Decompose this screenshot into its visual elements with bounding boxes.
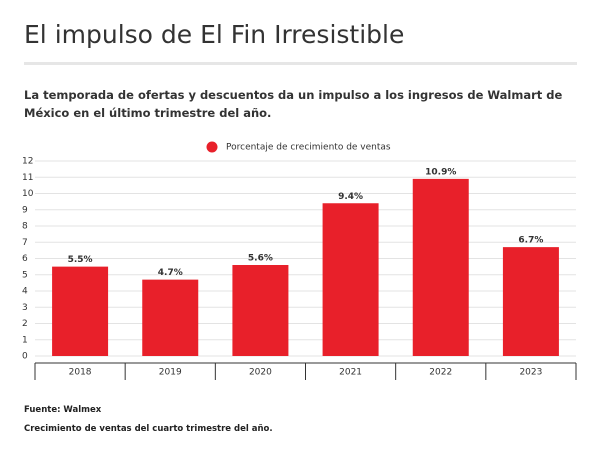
y-tick-label: 1 [22,335,28,345]
value-label: 5.5% [68,255,93,265]
bar [232,265,289,356]
y-tick-label: 2 [22,319,28,329]
bar [502,247,559,356]
x-tick-label: 2019 [159,368,182,378]
bar [322,203,379,356]
x-tick-label: 2023 [519,368,542,378]
chart-title: El impulso de El Fin Irresistible [24,20,405,49]
y-tick-label: 9 [22,205,28,215]
y-tick-label: 5 [22,270,28,280]
y-tick-label: 7 [22,238,28,248]
y-tick-label: 8 [22,222,28,232]
x-tick-label: 2020 [249,368,272,378]
y-tick-label: 11 [22,173,33,183]
y-tick-label: 10 [22,189,34,199]
source: Fuente: Walmex [24,405,102,415]
legend-marker [206,141,218,153]
title-rule [24,62,577,65]
note: Crecimiento de ventas del cuarto trimest… [24,424,273,434]
x-tick-label: 2018 [69,368,92,378]
y-tick-label: 0 [22,352,28,362]
value-label: 4.7% [158,268,183,278]
bar [52,266,109,356]
y-tick-label: 3 [22,303,28,313]
bar [142,279,199,356]
bar [412,178,469,356]
legend-label: Porcentaje de crecimiento de ventas [226,143,391,153]
x-tick-label: 2021 [339,368,362,378]
value-label: 10.9% [425,167,456,177]
y-tick-label: 4 [22,287,28,297]
y-tick-label: 12 [22,157,33,167]
chart-subtitle: La temporada de ofertas y descuentos da … [24,88,563,120]
value-label: 6.7% [518,236,543,246]
y-tick-label: 6 [22,254,28,264]
x-tick-label: 2022 [429,368,452,378]
value-label: 5.6% [248,254,273,264]
value-label: 9.4% [338,192,363,202]
